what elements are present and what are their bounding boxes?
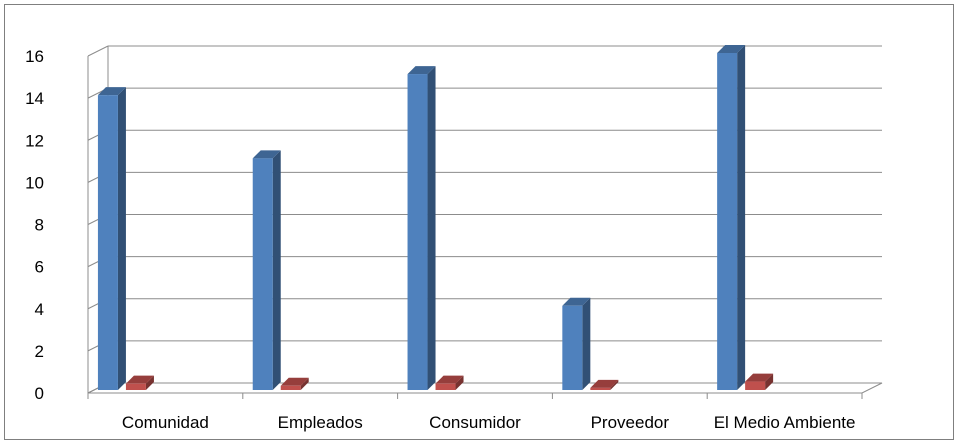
bar-top-1 [435, 375, 464, 384]
x-tick-label: Empleados [278, 413, 363, 432]
bar-side-1 [765, 373, 774, 390]
y-tick-label: 12 [25, 131, 44, 150]
bar-0 [252, 158, 273, 390]
bar-0 [717, 53, 738, 390]
y-tick-label: 10 [25, 173, 44, 192]
bar-side-0 [582, 297, 591, 390]
y-tick-label: 16 [25, 47, 44, 66]
bar-top-1 [280, 377, 309, 386]
bar-side-1 [455, 375, 464, 390]
bar-0 [97, 95, 118, 390]
x-tick-label: El Medio Ambiente [714, 413, 856, 432]
bar-side-1 [610, 379, 619, 390]
bar-top-0 [252, 150, 281, 159]
chart-frame [4, 4, 954, 440]
bar-side-1 [300, 377, 309, 390]
y-tick-label: 14 [25, 89, 44, 108]
bar-1 [435, 383, 456, 390]
x-tick-label: Comunidad [122, 413, 209, 432]
y-tick-label: 6 [35, 258, 44, 277]
bar-side-0 [737, 45, 746, 390]
bar-1 [125, 383, 146, 390]
bar-side-0 [272, 150, 281, 390]
y-tick-label: 4 [35, 300, 44, 319]
y-tick-label: 8 [35, 216, 44, 235]
bar-top-1 [745, 373, 774, 382]
bar-side-0 [117, 87, 126, 390]
bar-1 [745, 381, 766, 390]
bar-1 [590, 387, 611, 390]
bar-top-1 [590, 379, 619, 388]
bar-0 [407, 74, 428, 390]
bar-side-0 [427, 66, 436, 390]
bar-top-0 [97, 87, 126, 96]
bar-top-1 [125, 375, 154, 384]
bar-1 [280, 385, 301, 390]
x-tick-label: Proveedor [591, 413, 670, 432]
bar-top-0 [562, 297, 591, 306]
y-tick-label: 0 [35, 384, 44, 403]
x-tick-label: Consumidor [429, 413, 521, 432]
y-tick-label: 2 [35, 342, 44, 361]
bar-side-1 [145, 375, 154, 390]
bar-0 [562, 305, 583, 390]
bar-top-0 [717, 45, 746, 53]
gridline-side [87, 45, 109, 57]
bar-top-0 [407, 66, 436, 75]
